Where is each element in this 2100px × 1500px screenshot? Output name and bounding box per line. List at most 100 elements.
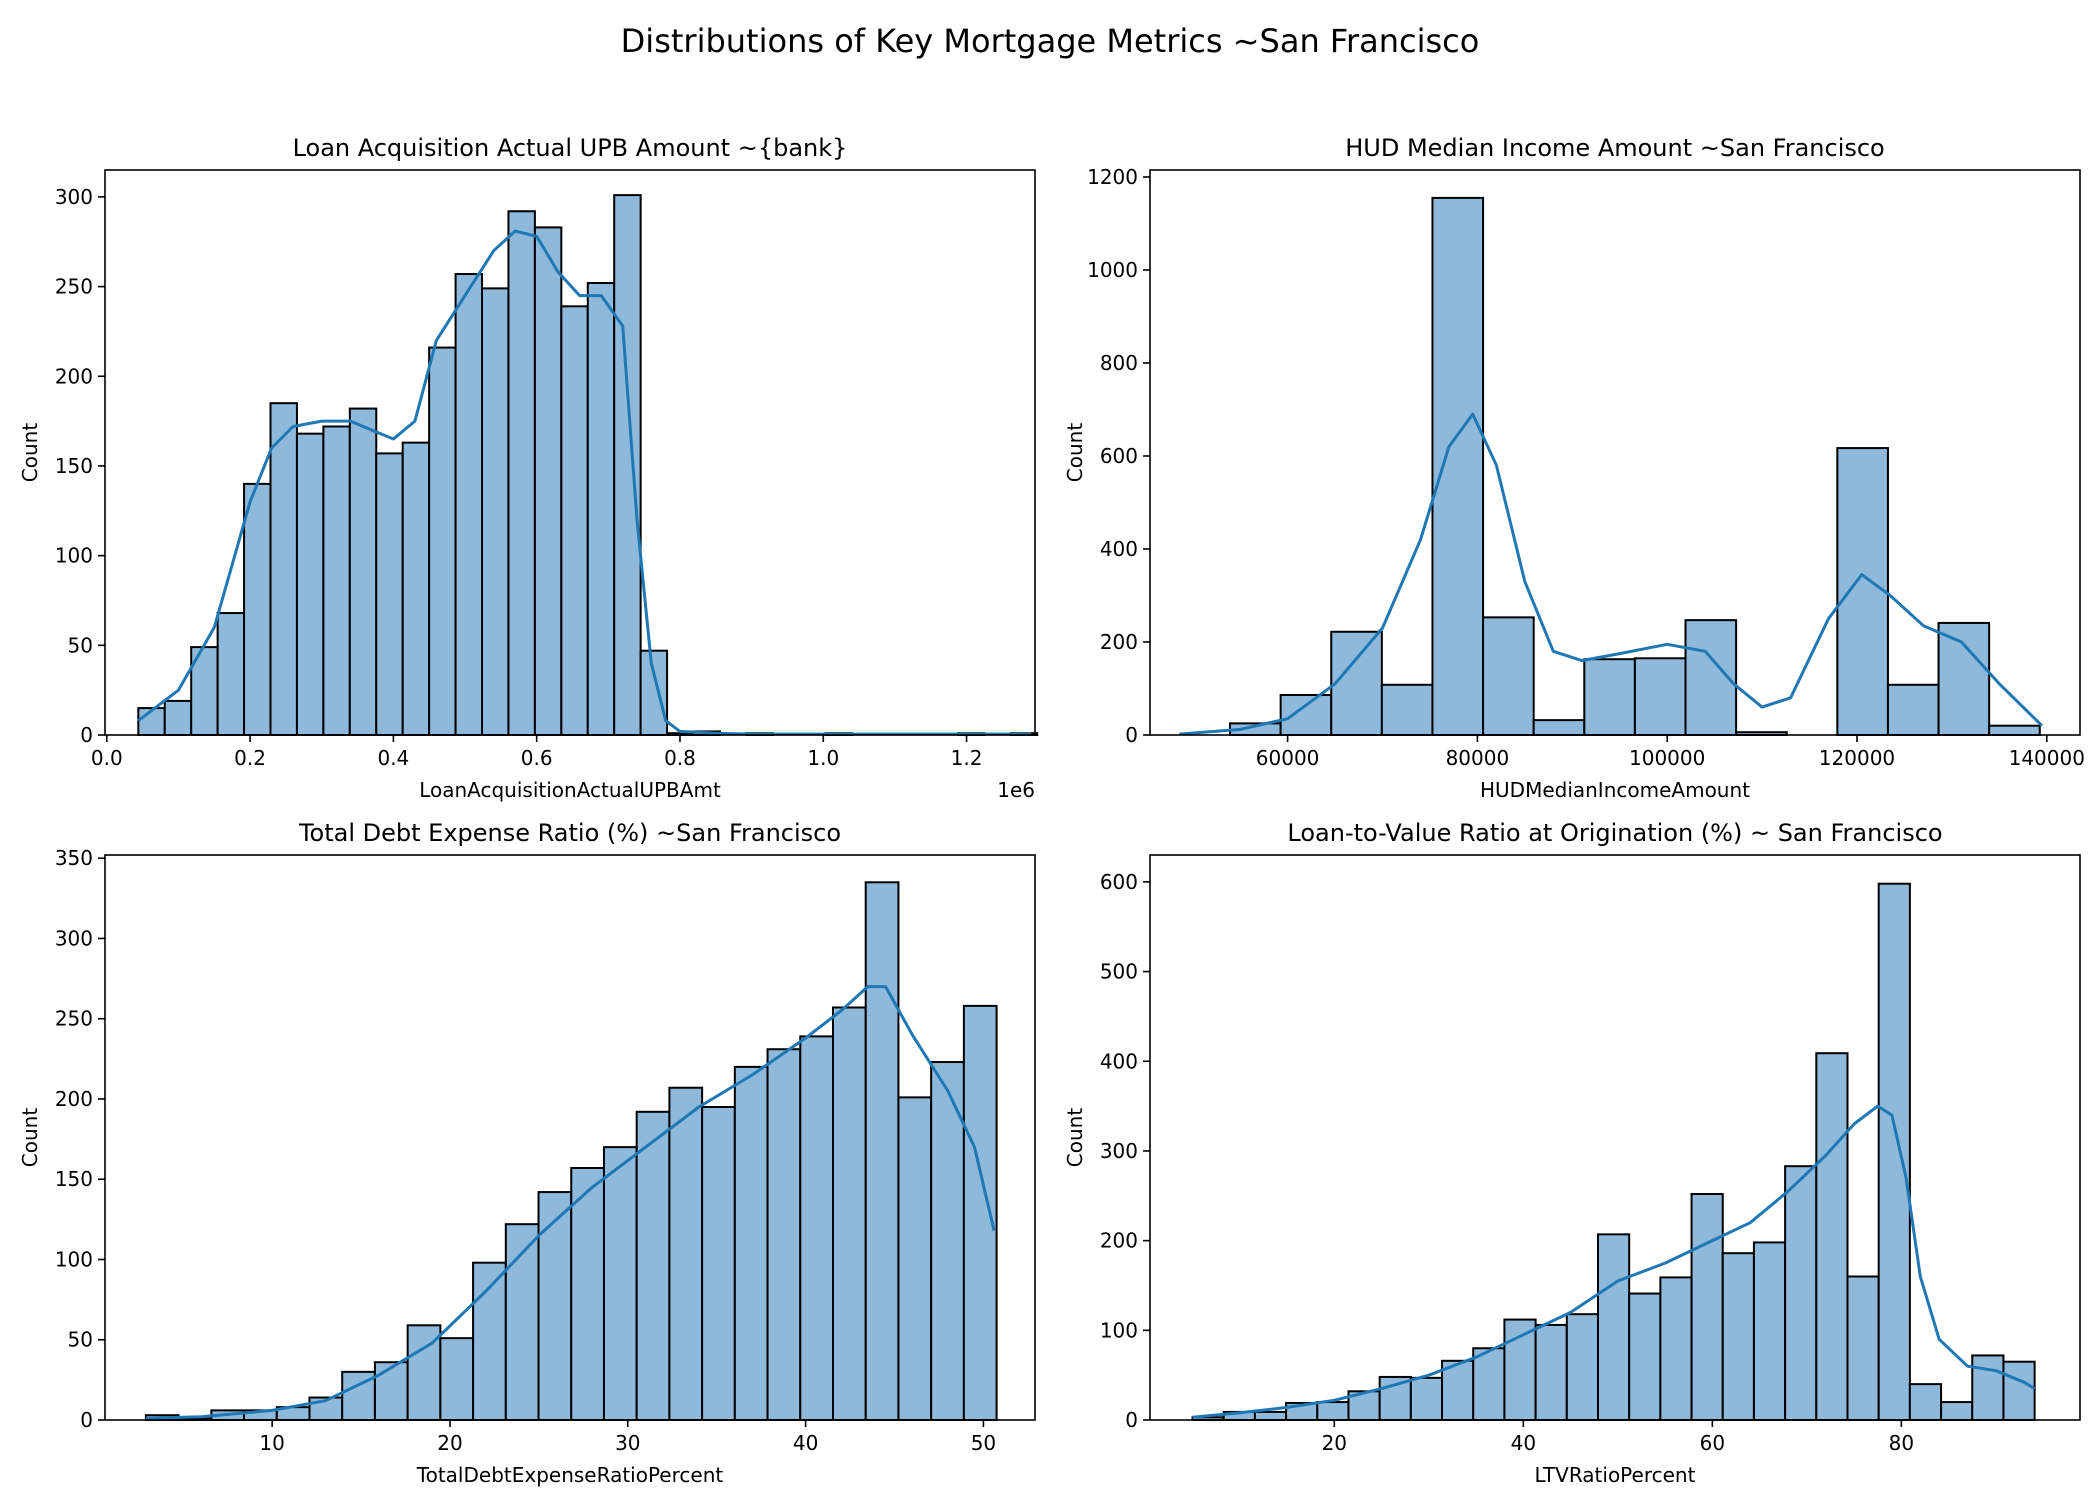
plot-frame [104,169,1036,736]
x-tick-label: 10 [259,1431,284,1455]
histogram-bar [1409,1376,1444,1422]
histogram-bar [570,1166,605,1422]
histogram-bar [373,1361,409,1422]
histogram-bar [1316,1401,1350,1421]
histogram-bar [1441,1359,1475,1422]
histogram-bar [1836,447,1889,736]
figure-title: Distributions of Key Mortgage Metrics ~S… [620,22,1480,60]
histogram-bar [1877,882,1911,1421]
histogram-bar [1752,1241,1787,1422]
histogram-bar [375,452,404,736]
x-tick-label: 1.2 [951,746,983,770]
y-tick-label: 1200 [1087,165,1138,189]
histogram-bar [897,1096,933,1422]
histogram-bar [668,1086,704,1421]
histogram-bar [163,699,193,737]
y-tick-label: 600 [1100,870,1138,894]
y-tick-label: 0 [80,723,93,747]
histogram-bar [1628,1292,1662,1421]
y-tick-label: 800 [1100,351,1138,375]
subplot-4: 20 40 60 80 0 100 200 300 400 500 600 Loan-to-Value… [1063,819,2081,1487]
histogram-bar [766,1048,802,1421]
subplot-title: Total Debt Expense Ratio (%) ~San Franci… [298,819,841,847]
y-tick-label: 300 [1100,1139,1138,1163]
histogram-bar [1253,1410,1288,1422]
histogram-bar [1431,196,1485,736]
histogram-bar [560,305,589,736]
kde-line [1179,412,2044,736]
y-axis-label: Count [18,423,42,483]
histogram-bar [1596,1233,1631,1422]
histogram-bar [537,1191,573,1421]
x-tick-label: 0.4 [377,746,409,770]
y-tick-label: 150 [55,454,93,478]
y-tick-label: 250 [55,1007,93,1031]
x-axis-label: LTVRatioPercent [1535,1463,1696,1487]
histogram-bar [1503,1318,1537,1421]
x-axis-label: TotalDebtExpenseRatioPercent [416,1463,724,1487]
histogram-bar [1690,1193,1724,1421]
histogram-bar [428,346,457,736]
histogram-bar [1532,719,1586,736]
histogram-bar [216,612,246,736]
y-tick-label: 300 [55,926,93,950]
y-tick-label: 0 [1125,723,1138,747]
y-tick-label: 200 [55,1087,93,1111]
histogram-bar [799,1035,834,1421]
x-tick-label: 80 [1889,1431,1914,1455]
x-axis-label: HUDMedianIncomeAmount [1480,778,1750,802]
x-tick-label: 40 [1511,1431,1536,1455]
histogram-bar [1886,683,1940,736]
histogram-bar [1846,1275,1880,1421]
y-tick-label: 500 [1100,960,1138,984]
histogram-bar [243,482,272,736]
histogram-bar [1815,1052,1849,1421]
plot-frame [104,854,1036,1421]
histogram-bar [439,1337,475,1421]
y-tick-label: 600 [1100,444,1138,468]
x-tick-label: 1.0 [807,746,839,770]
kde-line [145,985,996,1420]
y-tick-label: 100 [55,1247,93,1271]
x-tick-label: 0.8 [664,746,696,770]
kde-line [1192,1104,2036,1419]
histogram-bar [1279,694,1333,737]
histogram-bar [602,1146,638,1422]
histogram-bar [1908,1383,1943,1421]
y-tick-label: 200 [55,364,93,388]
histogram-bar [1988,724,2041,736]
histogram-bar [1633,657,1687,736]
y-tick-label: 0 [80,1408,93,1432]
y-axis-label: Count [18,1108,42,1168]
histogram-bar [613,194,642,737]
x-tick-label: 140000 [2009,746,2085,770]
plot-frame [1149,169,2081,736]
histogram-bar [1659,1276,1693,1422]
y-tick-label: 300 [55,185,93,209]
x-tick-label: 120000 [1819,746,1895,770]
y-tick-label: 100 [1100,1318,1138,1342]
histogram-bar [733,1065,769,1421]
x-tick-label: 30 [615,1431,640,1455]
x-tick-label: 0.6 [521,746,553,770]
y-tick-label: 150 [55,1167,93,1191]
subplot-title: HUD Median Income Amount ~San Francisco [1345,134,1885,162]
y-axis-label: Count [1063,423,1087,483]
y-tick-label: 0 [1125,1408,1138,1432]
subplot-1: 0.0 0.2 0.4 0.6 0.8 1.0 1.2 0 50 100 150 200 250 300 L… [18,134,1039,802]
x-tick-label: 20 [1322,1431,1347,1455]
histogram-bar [1472,1347,1506,1422]
histogram-bar [454,273,484,736]
histogram-bar [269,402,298,736]
subplot-title: Loan-to-Value Ratio at Origination (%) ~… [1287,819,1942,847]
y-tick-label: 400 [1100,1049,1138,1073]
histogram-bar [1534,1323,1568,1422]
subplot-3: 10 20 30 40 50 0 50 100 150 200 250 300 350 Total Deb… [18,819,1036,1487]
y-tick-label: 200 [1100,630,1138,654]
histogram-bar [1482,616,1535,736]
histogram-bar [322,425,351,736]
histogram-bar [1583,658,1636,737]
histogram-bar [137,707,166,736]
y-tick-label: 50 [68,1328,93,1352]
